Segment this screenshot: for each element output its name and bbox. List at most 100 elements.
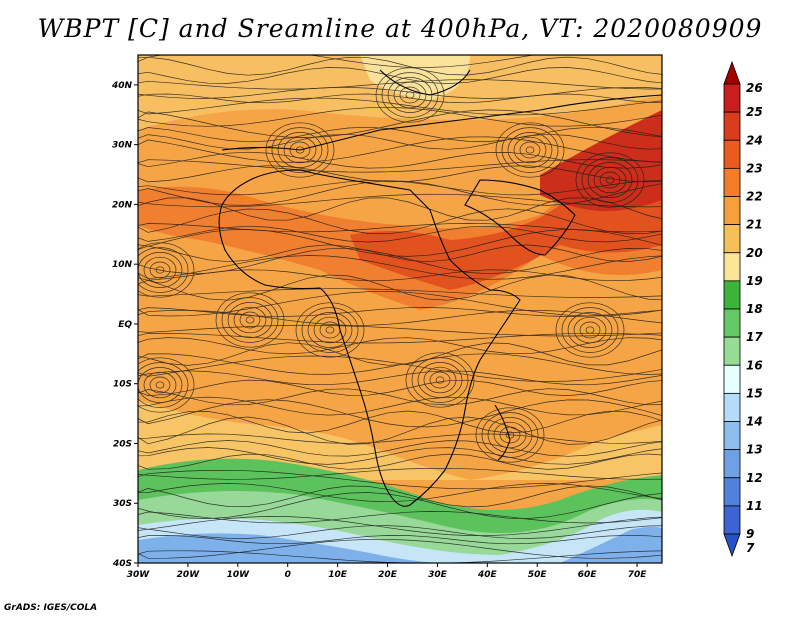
colorbar-label: 19 bbox=[746, 274, 763, 288]
colorbar-swatch bbox=[723, 364, 741, 394]
streamline bbox=[138, 126, 662, 143]
streamline bbox=[138, 291, 662, 317]
streamline-vortex bbox=[138, 252, 183, 288]
streamline bbox=[138, 538, 662, 559]
lat-tick-label: 20S bbox=[113, 439, 132, 449]
streamline-vortex bbox=[227, 302, 273, 338]
colorbar-label: 16 bbox=[746, 358, 763, 372]
colorbar-label: 20 bbox=[746, 246, 763, 260]
colorbar-swatch bbox=[723, 421, 741, 451]
streamline-vortex bbox=[221, 297, 279, 343]
streamline-vortex bbox=[435, 376, 445, 384]
streamline bbox=[138, 180, 662, 206]
streamline-vortex bbox=[593, 166, 627, 194]
lat-tick-label: 30N bbox=[112, 141, 133, 151]
streamline bbox=[138, 453, 662, 470]
streamline bbox=[138, 534, 662, 545]
streamline-vortex bbox=[493, 421, 527, 449]
colorbar-label: 7 bbox=[746, 541, 755, 555]
lat-tick-label: 20N bbox=[112, 200, 133, 210]
streamline bbox=[138, 159, 662, 173]
wbpt-field-blue-west bbox=[138, 533, 450, 563]
wbpt-field-blue-east bbox=[560, 526, 662, 563]
lon-tick-label: 10E bbox=[328, 570, 348, 580]
colorbar-swatch bbox=[723, 336, 741, 366]
streamline-vortex bbox=[155, 381, 165, 389]
streamline-vortex bbox=[567, 312, 613, 348]
streamline-vortex bbox=[325, 326, 335, 334]
streamline bbox=[138, 516, 662, 536]
streamline-vortex bbox=[295, 302, 365, 358]
streamline bbox=[138, 255, 662, 280]
wbpt-field-hottest bbox=[540, 110, 662, 212]
streamline bbox=[138, 67, 662, 84]
streamline bbox=[138, 355, 662, 382]
streamline-vortex bbox=[155, 266, 165, 274]
streamlines bbox=[138, 55, 662, 563]
streamline-vortex bbox=[138, 247, 189, 293]
streamline-vortex bbox=[417, 362, 463, 398]
streamline-vortex bbox=[513, 136, 547, 164]
streamline-vortex bbox=[393, 81, 427, 109]
streamline-vortex bbox=[507, 132, 553, 168]
streamline bbox=[138, 337, 662, 355]
streamline-vortex bbox=[143, 371, 177, 399]
streamline bbox=[138, 288, 662, 298]
coastlines bbox=[218, 69, 662, 507]
streamline-vortex bbox=[215, 292, 285, 348]
streamline-vortex bbox=[501, 127, 559, 173]
streamline bbox=[138, 223, 662, 233]
streamline bbox=[138, 467, 662, 480]
streamline bbox=[138, 133, 662, 150]
streamline-vortex bbox=[138, 242, 195, 298]
colorbar-label: 17 bbox=[746, 330, 763, 344]
streamline-vortex bbox=[487, 417, 533, 453]
colorbar-label: 18 bbox=[746, 302, 763, 316]
colorbar-swatch bbox=[723, 139, 741, 169]
streamline-vortex bbox=[233, 306, 267, 334]
lon-tick-label: 40E bbox=[477, 570, 498, 580]
streamline bbox=[138, 433, 662, 444]
streamline-vortex bbox=[587, 162, 633, 198]
streamline-vortex bbox=[605, 176, 615, 184]
colorbar-label: 13 bbox=[746, 443, 763, 457]
streamline bbox=[138, 399, 662, 428]
streamline bbox=[138, 511, 662, 524]
lon-tick-label: 30W bbox=[127, 570, 151, 580]
streamline bbox=[138, 208, 662, 235]
streamline-vortex bbox=[581, 157, 639, 203]
streamline bbox=[138, 469, 662, 490]
streamline bbox=[138, 225, 662, 243]
streamline-vortex bbox=[525, 146, 535, 154]
streamline bbox=[138, 396, 662, 416]
streamline-vortex bbox=[245, 316, 255, 324]
streamline bbox=[138, 483, 662, 503]
lon-tick-label: 10W bbox=[227, 570, 251, 580]
streamline bbox=[138, 93, 662, 104]
streamline-vortex bbox=[149, 261, 171, 279]
lat-tick-label: 40S bbox=[112, 559, 132, 569]
streamline bbox=[138, 56, 662, 76]
streamline-vortex bbox=[579, 321, 601, 339]
colorbar-swatch bbox=[723, 392, 741, 422]
lat-tick-label: 40N bbox=[111, 81, 133, 91]
streamline-vortex bbox=[307, 312, 353, 348]
colorbar-label: 12 bbox=[746, 471, 763, 485]
colorbar-swatch bbox=[723, 449, 741, 479]
lat-tick-label: EQ bbox=[118, 320, 132, 330]
streamline bbox=[138, 165, 662, 183]
lon-tick-label: 50E bbox=[528, 570, 548, 580]
streamline-vortex bbox=[149, 376, 171, 394]
lon-tick-label: 30E bbox=[428, 570, 448, 580]
streamline-vortex bbox=[301, 307, 359, 353]
streamline-vortex bbox=[475, 407, 545, 463]
colorbar-label: 25 bbox=[746, 105, 763, 119]
colorbar-label: 15 bbox=[746, 386, 763, 400]
streamline-vortex bbox=[138, 367, 183, 403]
streamline bbox=[138, 193, 662, 208]
streamline bbox=[138, 151, 662, 169]
colorbar-swatch bbox=[723, 477, 741, 507]
streamline-vortex bbox=[423, 366, 457, 394]
colorbar-top-arrow bbox=[723, 60, 741, 85]
streamline-vortex bbox=[265, 122, 335, 178]
